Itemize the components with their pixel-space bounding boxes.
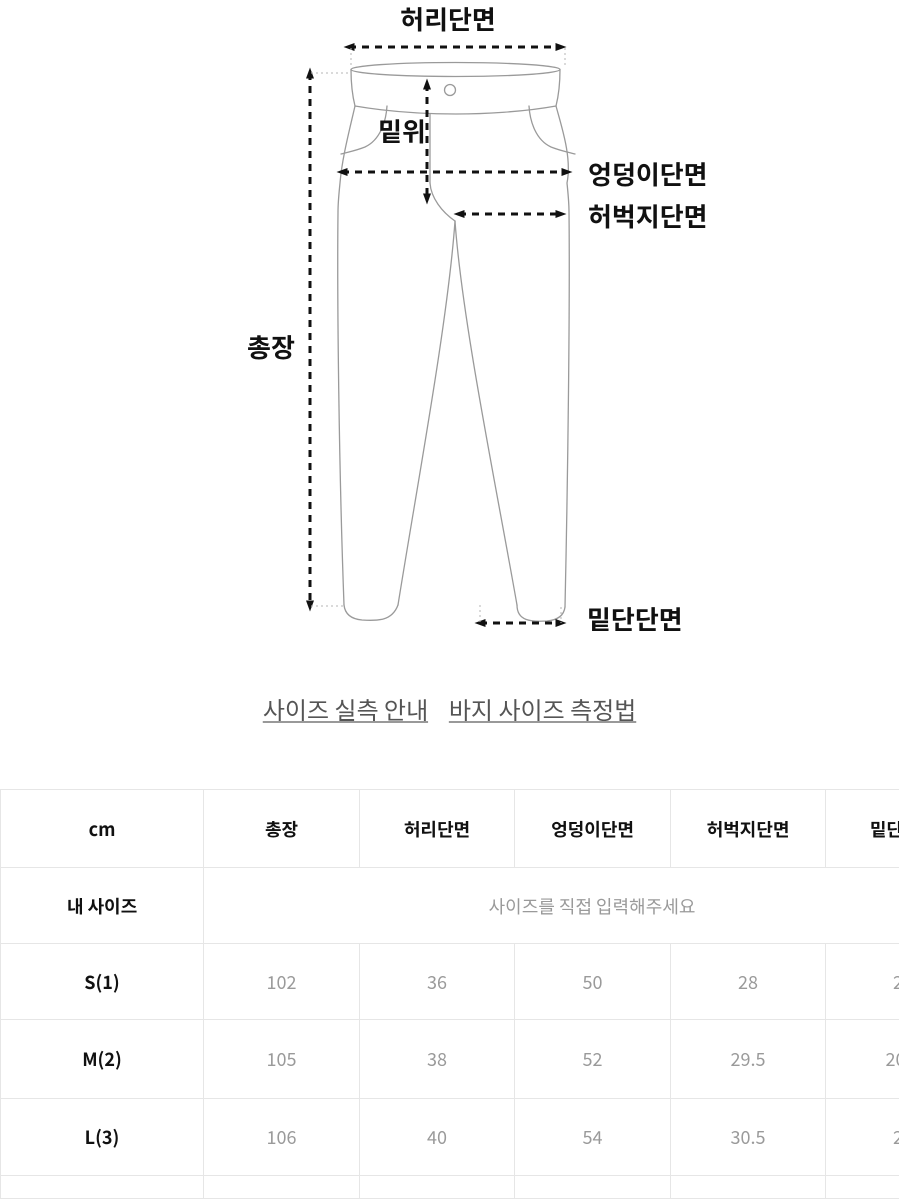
svg-text:총장: 총장 [247, 328, 295, 365]
svg-text:허벅지단면: 허벅지단면 [588, 197, 708, 234]
svg-text:밑단단면: 밑단단면 [587, 600, 683, 637]
svg-text:엉덩이단면: 엉덩이단면 [588, 155, 708, 192]
svg-text:허리단면: 허리단면 [400, 0, 496, 37]
svg-text:밑위: 밑위 [378, 112, 426, 149]
